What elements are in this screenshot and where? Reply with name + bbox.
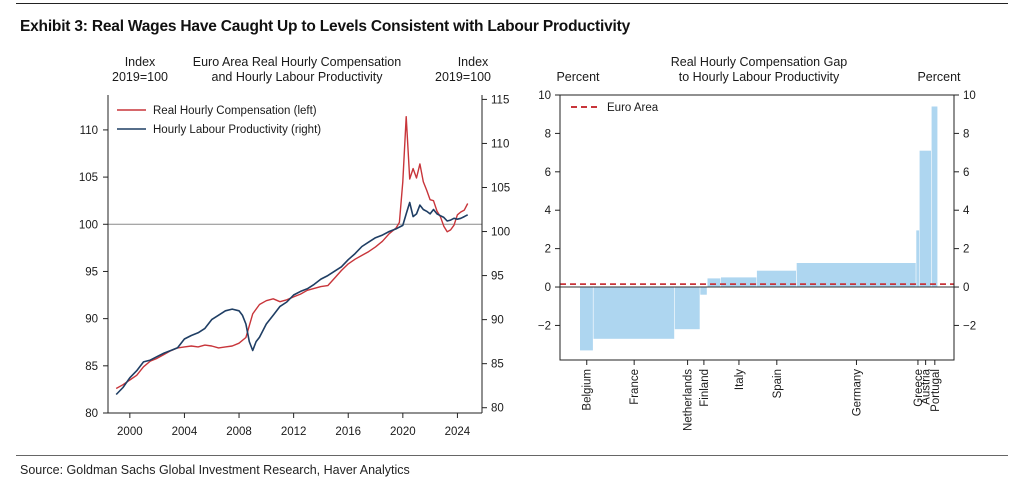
left-y-tick-label: 2 (545, 244, 551, 256)
left-chart-legend: Real Hourly Compensation (left) Hourly L… (117, 105, 321, 136)
right-y-tick-label: 8 (963, 128, 969, 140)
left-chart: Index 2019=100 Euro Area Real Hourly Com… (79, 55, 510, 438)
top-rule (16, 3, 1008, 4)
left-chart-title-line-2: and Hourly Labour Productivity (212, 70, 384, 84)
right-y-tick-label: 0 (963, 282, 969, 294)
right-axis-unit-line-1: Index (458, 55, 489, 69)
right-y-tick-label: 4 (963, 205, 970, 217)
bar-belgium (580, 287, 593, 351)
right-y-tick-label: 105 (491, 182, 510, 194)
country-label-france: France (629, 369, 641, 405)
country-label-finland: Finland (699, 369, 711, 407)
right-y-tick-label: −2 (963, 320, 976, 332)
left-y-tick-label: 6 (545, 167, 551, 179)
source-note: Source: Goldman Sachs Global Investment … (20, 463, 410, 477)
left-chart-axes-layer: 80 85 90 95 100 105 110 80 85 90 95 100 105 110 115 200… (79, 94, 510, 438)
legend-label-euro-area: Euro Area (607, 102, 659, 114)
bar-other (707, 278, 721, 287)
left-y-tick-label: 4 (545, 205, 552, 217)
bar-finland (700, 287, 707, 295)
x-tick-label: 2020 (390, 426, 416, 438)
right-y-tick-label: 100 (491, 227, 510, 239)
bar-italy (721, 277, 757, 287)
x-tick-label: 2008 (226, 426, 252, 438)
left-y-tick-label: −2 (538, 320, 551, 332)
left-y-tick-label: 85 (85, 361, 98, 373)
country-label-spain: Spain (772, 369, 784, 398)
left-y-tick-label: 105 (79, 172, 98, 184)
bar-spain (756, 270, 796, 287)
left-chart-title-line-1: Euro Area Real Hourly Compensation (193, 55, 401, 69)
left-y-tick-label: 80 (85, 408, 98, 420)
right-chart-title-line-2: to Hourly Labour Productivity (679, 70, 840, 84)
right-chart-legend: Euro Area (571, 102, 659, 114)
bar-netherlands (674, 287, 700, 330)
x-tick-label: 2024 (445, 426, 471, 438)
country-label-greece: Greece (913, 369, 925, 407)
right-chart: Real Hourly Compensation Gap to Hourly L… (538, 55, 976, 431)
right-y-tick-label: 90 (491, 315, 504, 327)
right-y-tick-label: 115 (491, 94, 509, 106)
right-y-tick-label: 110 (491, 138, 509, 150)
bar-france (593, 287, 675, 339)
left-y-tick-label: 95 (85, 266, 98, 278)
bar-portugal (931, 106, 938, 287)
x-tick-label: 2000 (117, 426, 143, 438)
left-y-tick-label: 110 (80, 125, 98, 137)
bar-austria (919, 150, 931, 287)
country-label-austria: Austria (921, 368, 933, 404)
x-tick-label: 2016 (335, 426, 361, 438)
country-label-portugal: Portugal (930, 369, 942, 412)
bar-greece (916, 230, 920, 287)
right-y-tick-label: 10 (963, 90, 976, 102)
left-axis-unit-line-2: 2019=100 (112, 70, 168, 84)
right-y-tick-label: 6 (963, 167, 969, 179)
right-chart-left-unit: Percent (556, 70, 600, 84)
left-axis-unit-line-1: Index (125, 55, 156, 69)
left-chart-series-layer (115, 115, 469, 396)
series-line-real-hourly-compensation (115, 115, 469, 390)
right-y-tick-label: 95 (491, 271, 504, 283)
x-tick-label: 2004 (172, 426, 198, 438)
right-chart-right-unit: Percent (917, 70, 961, 84)
left-y-tick-label: 100 (79, 219, 98, 231)
country-label-germany: Germany (852, 369, 864, 417)
country-label-italy: Italy (734, 369, 746, 390)
left-y-tick-label: 0 (545, 282, 551, 294)
right-axis-unit-line-2: 2019=100 (435, 70, 491, 84)
right-chart-bars-layer (580, 106, 938, 351)
country-label-belgium: Belgium (582, 369, 594, 411)
right-y-tick-label: 85 (491, 359, 504, 371)
right-chart-title-line-1: Real Hourly Compensation Gap (671, 55, 848, 69)
right-y-tick-label: 80 (491, 403, 504, 415)
right-y-tick-label: 2 (963, 244, 969, 256)
exhibit-title: Exhibit 3: Real Wages Have Caught Up to … (20, 18, 631, 35)
series-line-hourly-labour-productivity (115, 201, 469, 396)
right-chart-axes-layer: Belgium France Netherlands Finland Italy Spai… (538, 90, 976, 431)
left-y-tick-label: 8 (545, 128, 551, 140)
left-y-tick-label: 90 (85, 314, 98, 326)
left-y-tick-label: 10 (538, 90, 551, 102)
x-tick-label: 2012 (281, 426, 307, 438)
bottom-rule (16, 455, 1008, 456)
legend-label-productivity: Hourly Labour Productivity (right) (153, 124, 321, 136)
country-label-netherlands: Netherlands (683, 369, 695, 431)
right-chart-reference-layer (560, 283, 954, 288)
bar-germany (796, 263, 916, 287)
plot-frame (559, 94, 955, 361)
legend-label-wages: Real Hourly Compensation (left) (153, 105, 317, 117)
